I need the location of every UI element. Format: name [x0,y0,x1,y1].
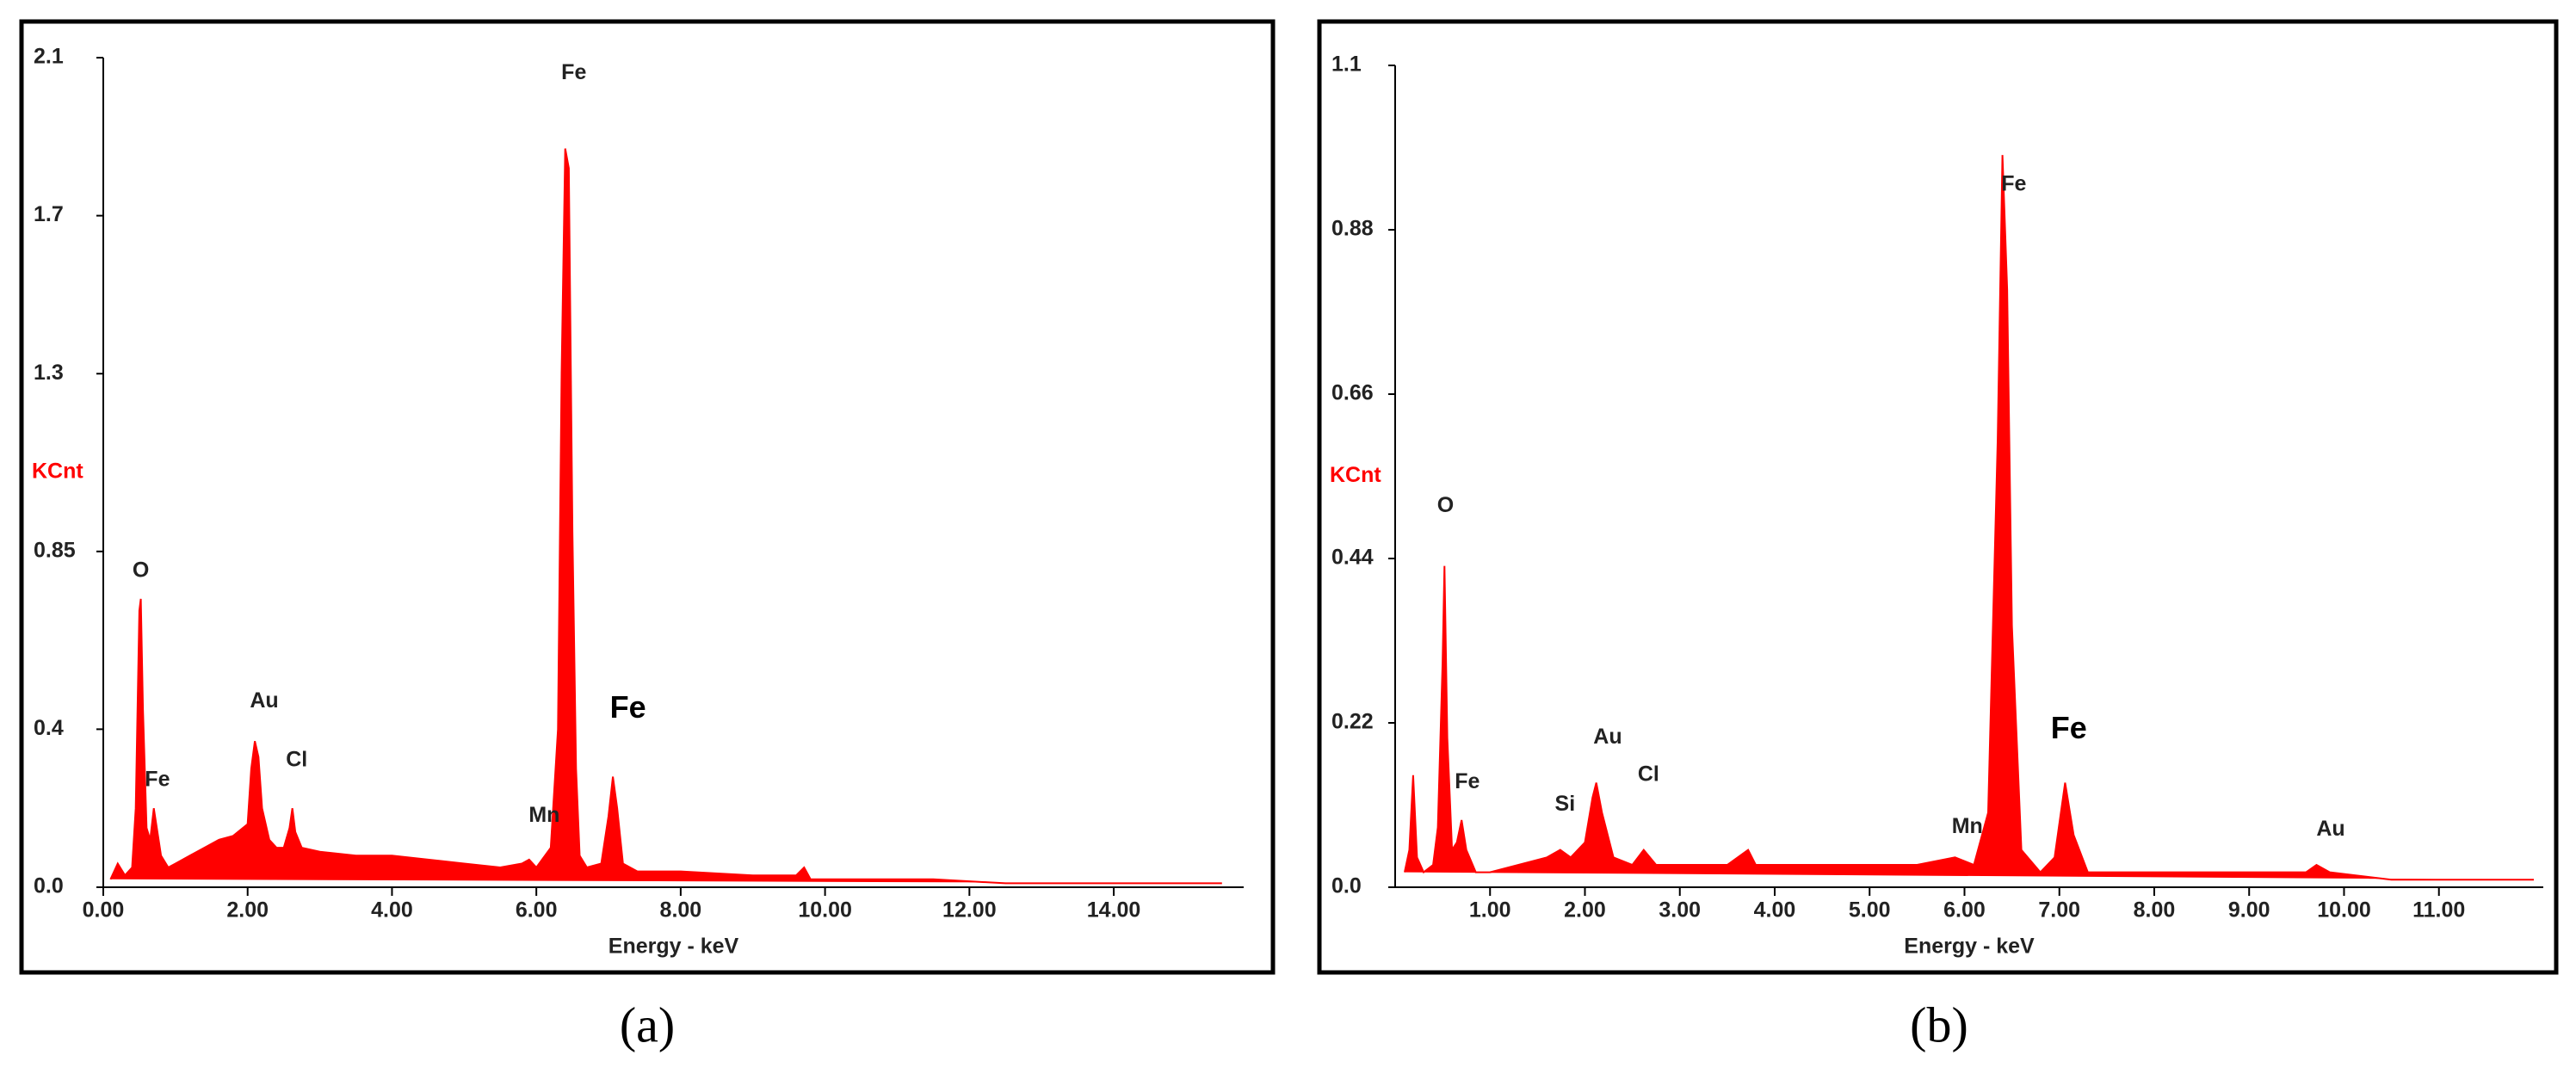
x-tick-label: 1.00 [1469,898,1511,923]
peak-label: Au [1593,725,1622,749]
x-tick-label: 2.00 [226,898,269,923]
x-tick-label: 7.00 [2038,898,2080,923]
peak-label: Fe [610,689,646,725]
x-axis-label: Energy - keV [608,935,739,959]
spectrum [109,148,1222,885]
panel: 0.0 0.4 0.85 1.3 1.7 2.1 0.00 2.00 4.00 6.00 8.00 1… [19,19,1276,1052]
x-axis-label: Energy - keV [1904,935,2035,959]
peak-label: Fe [2001,172,2026,196]
y-axis-label: KCnt [32,460,83,484]
spectrum [1404,155,2534,881]
x-tick-label: 4.00 [371,898,413,923]
x-tick-label: 10.00 [798,898,852,923]
peak-label: Cl [286,748,307,772]
panel-frame [1317,19,2559,975]
y-tick-label: 0.22 [1331,710,1374,734]
y-tick-label: 0.88 [1331,217,1374,241]
peak-label: Fe [561,60,586,84]
y-tick-label: 2.1 [34,45,64,69]
y-tick-label: 0.85 [34,538,76,562]
y-tick-label: 1.3 [34,361,64,385]
caption: (b) [1910,997,1968,1052]
y-tick-label: 1.7 [34,202,64,226]
x-tick-label: 10.00 [2317,898,2371,923]
panel: 0.0 0.22 0.44 0.66 0.88 1.1 1.00 2.00 3.00 4.00 5.… [1317,19,2559,1052]
x-tick-label: 5.00 [1849,898,1891,923]
x-tick-label: 8.00 [660,898,702,923]
caption: (a) [620,997,675,1052]
x-tick-label: 3.00 [1659,898,1701,923]
peak-label: Au [2316,817,2344,841]
peak-label: Mn [1952,814,1983,838]
y-axis-label: KCnt [1330,463,1381,487]
peak-label: Fe [2051,710,2087,745]
x-tick-label: 6.00 [1943,898,1986,923]
peak-label: Mn [528,803,559,827]
y-tick-label: 0.44 [1331,546,1374,570]
x-tick-label: 2.00 [1564,898,1606,923]
peak-label: Si [1555,792,1576,816]
x-tick-label: 8.00 [2134,898,2176,923]
x-tick-label: 11.00 [2412,898,2465,923]
y-tick-label: 1.1 [1331,52,1362,77]
peak-label: Cl [1638,762,1659,786]
x-tick-label: 12.00 [942,898,997,923]
x-tick-label: 4.00 [1754,898,1796,923]
y-tick-label: 0.0 [1331,874,1362,898]
peak-label: O [133,558,149,582]
peak-label: Fe [1455,769,1480,793]
panel-frame [19,19,1276,975]
y-tick-label: 0.4 [34,716,64,740]
peak-label: O [1437,493,1454,517]
y-tick-label: 0.0 [34,874,64,898]
peak-label: Au [250,688,278,713]
x-tick-label: 6.00 [516,898,558,923]
x-tick-label: 9.00 [2228,898,2270,923]
x-tick-label: 14.00 [1087,898,1141,923]
x-tick-label: 0.00 [83,898,125,923]
peak-label: Fe [145,768,170,792]
y-tick-label: 0.66 [1331,381,1374,405]
